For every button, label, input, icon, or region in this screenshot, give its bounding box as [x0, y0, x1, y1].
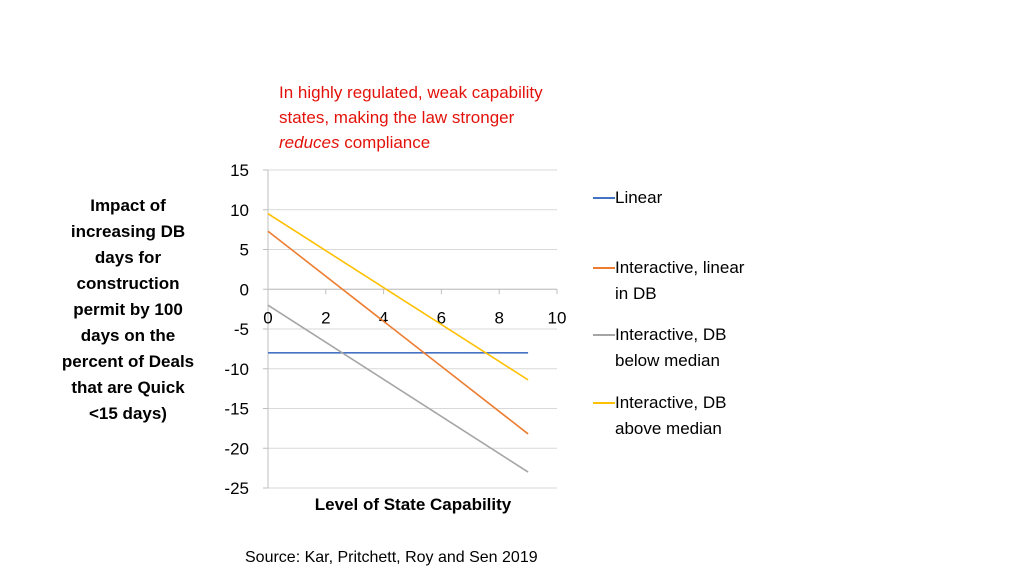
y-tick-label: -5: [234, 320, 249, 339]
x-tick-label: 8: [494, 308, 503, 327]
legend-label: Linear: [615, 188, 663, 207]
chart-annotation: In highly regulated, weak capability sta…: [279, 80, 599, 155]
x-axis-title: Level of State Capability: [315, 495, 512, 514]
series-line-4: [267, 213, 529, 381]
annotation-line-3: reduces compliance: [279, 130, 599, 155]
annotation-emphasis: reduces: [279, 133, 340, 152]
legend-label: Interactive, DB below median: [615, 325, 727, 370]
legend-swatch: [593, 402, 615, 404]
legend-swatch: [593, 197, 615, 199]
x-tick-label: 10: [548, 308, 567, 327]
legend-label: Interactive, DB above median: [615, 393, 727, 438]
x-tick-label: 6: [437, 308, 446, 327]
y-tick-label: 15: [230, 161, 249, 180]
y-tick-label: -10: [224, 360, 249, 379]
y-tick-label: -20: [224, 439, 249, 458]
annotation-line-2: states, making the law stronger: [279, 108, 515, 127]
source-note: Source: Kar, Pritchett, Roy and Sen 2019: [245, 549, 538, 566]
y-tick-label: 5: [240, 241, 249, 260]
x-tick-label: 4: [379, 308, 388, 327]
y-tick-label: 0: [240, 280, 249, 299]
series-line-3: [267, 304, 529, 473]
annotation-tail: compliance: [344, 133, 431, 152]
legend-item-4: Interactive, DB above median: [593, 390, 755, 442]
legend-swatch: [593, 267, 615, 269]
legend-label: Interactive, linear in DB: [615, 258, 745, 303]
y-tick-label: 10: [230, 201, 249, 220]
y-tick-label: -25: [224, 479, 249, 498]
x-tick-label: 0: [263, 308, 272, 327]
legend-item-2: Interactive, linear in DB: [593, 255, 755, 307]
legend-swatch: [593, 334, 615, 336]
y-axis-label: Impact of increasing DB days for constru…: [61, 196, 195, 423]
series-line-2: [267, 230, 529, 435]
y-tick-label: -15: [224, 400, 249, 419]
legend-item-1: Linear: [593, 185, 755, 211]
annotation-line-1: In highly regulated, weak capability: [279, 83, 543, 102]
legend-item-3: Interactive, DB below median: [593, 322, 755, 374]
x-tick-label: 2: [321, 308, 330, 327]
